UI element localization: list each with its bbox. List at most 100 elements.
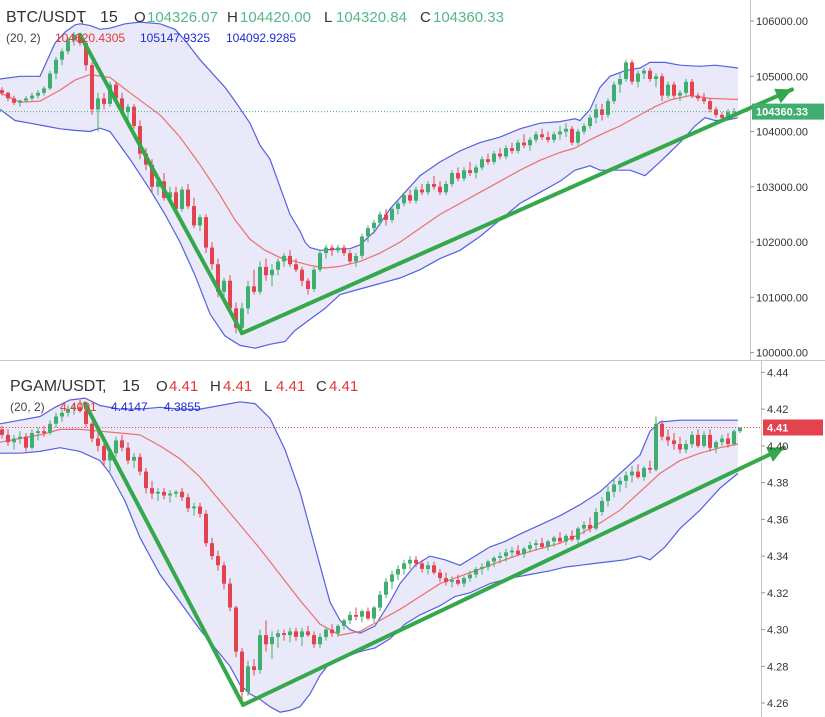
pane1-candle-body[interactable] [264,266,268,276]
pane2-candle-body[interactable] [120,440,124,448]
pane1-candle-body[interactable] [684,81,688,93]
pane1-candle-body[interactable] [486,159,490,162]
pane1-candle-body[interactable] [702,98,706,102]
pane2-candle-body[interactable] [474,569,478,575]
pane2-candle-body[interactable] [654,423,658,470]
pane2-candle-body[interactable] [324,629,328,637]
pane2-candle-body[interactable] [414,559,418,564]
pane1-candle-body[interactable] [216,264,220,292]
pane1-candle-body[interactable] [330,247,334,251]
pane1-candle-body[interactable] [150,164,154,187]
pane2-candle-body[interactable] [492,557,496,562]
pane1-trend-arrow-line[interactable] [78,32,244,336]
pane1-candle-body[interactable] [516,142,520,151]
pane1-candle-body[interactable] [540,134,544,138]
pane2-candle-body[interactable] [288,631,292,636]
pane2-candle-body[interactable] [336,625,340,634]
pane2-candle-body[interactable] [732,431,736,445]
pane1-candle-body[interactable] [96,98,100,110]
pane1-candle-body[interactable] [600,109,604,115]
pane2-candle-body[interactable] [306,631,310,636]
pane1-candle-body[interactable] [354,255,358,262]
pane2-candle-body[interactable] [696,434,700,446]
pane1-candle-body[interactable] [282,255,286,262]
pane1-candle-body[interactable] [456,173,460,179]
pane1-candle-body[interactable] [426,184,430,193]
pane1-candle-body[interactable] [246,286,250,309]
pane1-candle-body[interactable] [630,62,634,82]
pane2-candle-body[interactable] [312,635,316,645]
pane2-candle-body[interactable] [630,471,634,476]
pane2-candle-body[interactable] [678,444,682,450]
pane2-candle-body[interactable] [24,436,28,448]
pane2-candle-body[interactable] [174,491,178,494]
pane2-candle-body[interactable] [534,543,538,545]
pane1-candle-body[interactable] [510,148,514,151]
pane2-candle-body[interactable] [390,574,394,582]
pane2-candle-body[interactable] [138,456,142,472]
pane2-candle-body[interactable] [378,594,382,608]
pane2-candle-body[interactable] [408,559,412,564]
pane2-candle-body[interactable] [0,429,4,435]
pane1-candle-body[interactable] [570,128,574,143]
pane1-candle-body[interactable] [396,203,400,209]
pane1-candle-body[interactable] [546,137,550,140]
pane1-candle-body[interactable] [102,98,106,104]
pane2-candle-body[interactable] [384,581,388,595]
pane1-candle-body[interactable] [180,189,184,209]
pane1-candle-body[interactable] [720,114,724,118]
pane2-candle-body[interactable] [6,434,10,443]
pane1-candle-body[interactable] [642,70,646,74]
pane2-candle-body[interactable] [480,567,484,569]
pane2-candle-body[interactable] [360,611,364,617]
pane1-candle-body[interactable] [534,134,538,140]
pane1-candle-body[interactable] [252,286,256,292]
pane1-candle-body[interactable] [36,92,40,96]
pane2-candle-body[interactable] [546,541,550,547]
pane2-candle-body[interactable] [180,491,184,498]
pane2-candle-body[interactable] [126,447,130,461]
pane2-candle-body[interactable] [726,438,730,445]
pane1-candle-body[interactable] [192,206,196,226]
pane1-candle-body[interactable] [276,261,280,270]
pane2-candle-body[interactable] [60,412,64,417]
pane1-candle-body[interactable] [432,184,436,187]
pane2-candle-body[interactable] [648,467,652,470]
pane1-candle-body[interactable] [324,247,328,254]
pane1-candle-body[interactable] [654,76,658,80]
pane2-candle-body[interactable] [594,512,598,529]
pane1-candle-body[interactable] [204,217,208,248]
pane1-candle-body[interactable] [492,153,496,162]
pane1-candle-body[interactable] [732,111,736,113]
pane2-candle-body[interactable] [582,524,586,529]
pane1-candle-body[interactable] [342,247,346,254]
pane1-candle-body[interactable] [360,236,364,256]
pane1-candle-body[interactable] [48,73,52,89]
pane1-candle-body[interactable] [126,106,130,113]
pane1-candle-body[interactable] [60,51,64,60]
pane1-candle-body[interactable] [54,59,58,74]
pane1-candle-body[interactable] [666,84,670,96]
pane1-candle-body[interactable] [474,167,478,173]
pane2-candle-body[interactable] [72,407,76,410]
pane2-candle-body[interactable] [168,493,172,496]
pane2-candle-body[interactable] [462,578,466,584]
pane2-candle-body[interactable] [702,434,706,446]
pane1-candle-body[interactable] [84,43,88,66]
pane2-candle-body[interactable] [156,491,160,494]
pane1-candle-body[interactable] [438,186,442,193]
pane2-candle-body[interactable] [18,436,22,439]
pane2-candle-body[interactable] [42,431,46,433]
pane2-candle-body[interactable] [186,497,190,509]
pane1-candle-body[interactable] [594,109,598,118]
pane2-candle-body[interactable] [246,666,250,692]
pane2-candle-body[interactable] [588,524,592,529]
pane1-candle-body[interactable] [186,189,190,207]
pane2-candle-body[interactable] [684,444,688,450]
pane1-candle-body[interactable] [648,70,652,79]
pane2-candle-body[interactable] [258,635,262,670]
pane2-candle-body[interactable] [420,563,424,569]
pane1-price-axis[interactable] [750,0,825,360]
pane2-candle-body[interactable] [396,569,400,575]
